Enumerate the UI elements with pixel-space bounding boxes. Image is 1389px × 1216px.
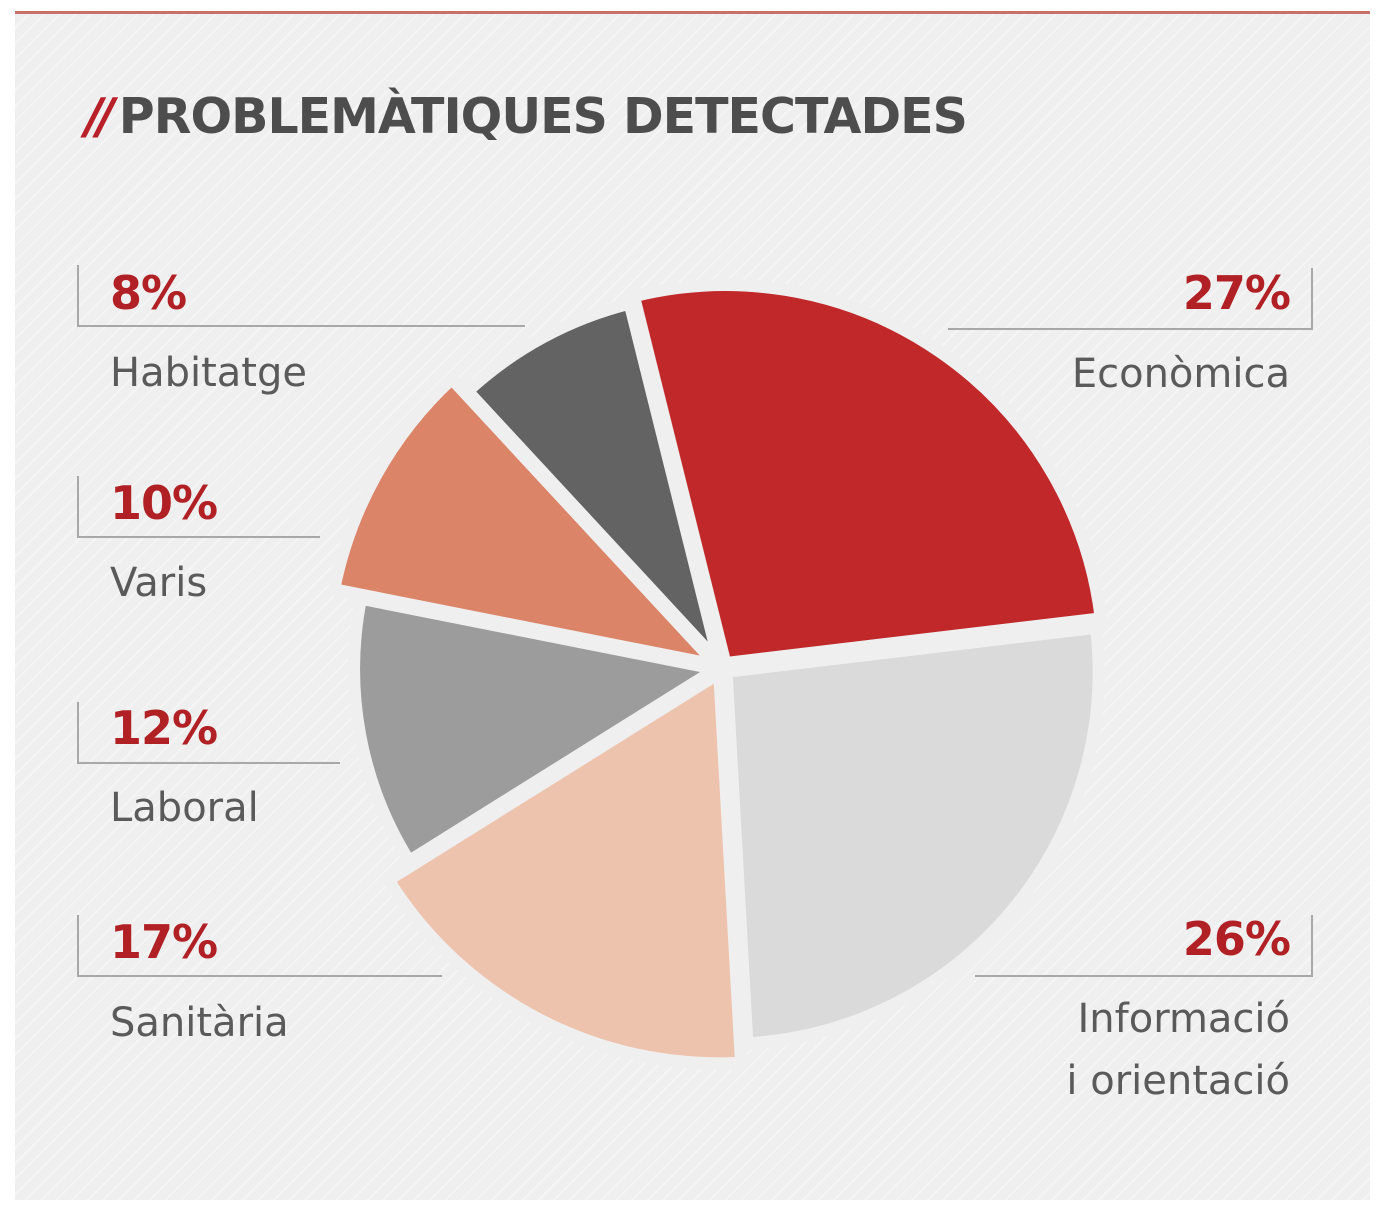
top-divider bbox=[15, 11, 1370, 14]
pie-slice-varis bbox=[328, 372, 723, 672]
pie-slice-laboral bbox=[348, 592, 723, 867]
title-text: PROBLEMÀTIQUES DETECTADES bbox=[118, 88, 968, 145]
chart-title: //PROBLEMÀTIQUES DETECTADES bbox=[85, 88, 968, 145]
pie-slice-habitatge bbox=[461, 297, 726, 669]
pie-slice-sanit-ria bbox=[382, 667, 748, 1070]
pie-slice-econ-mica bbox=[627, 279, 1107, 670]
pie-slice-informaci-i-orientaci- bbox=[720, 621, 1105, 1050]
